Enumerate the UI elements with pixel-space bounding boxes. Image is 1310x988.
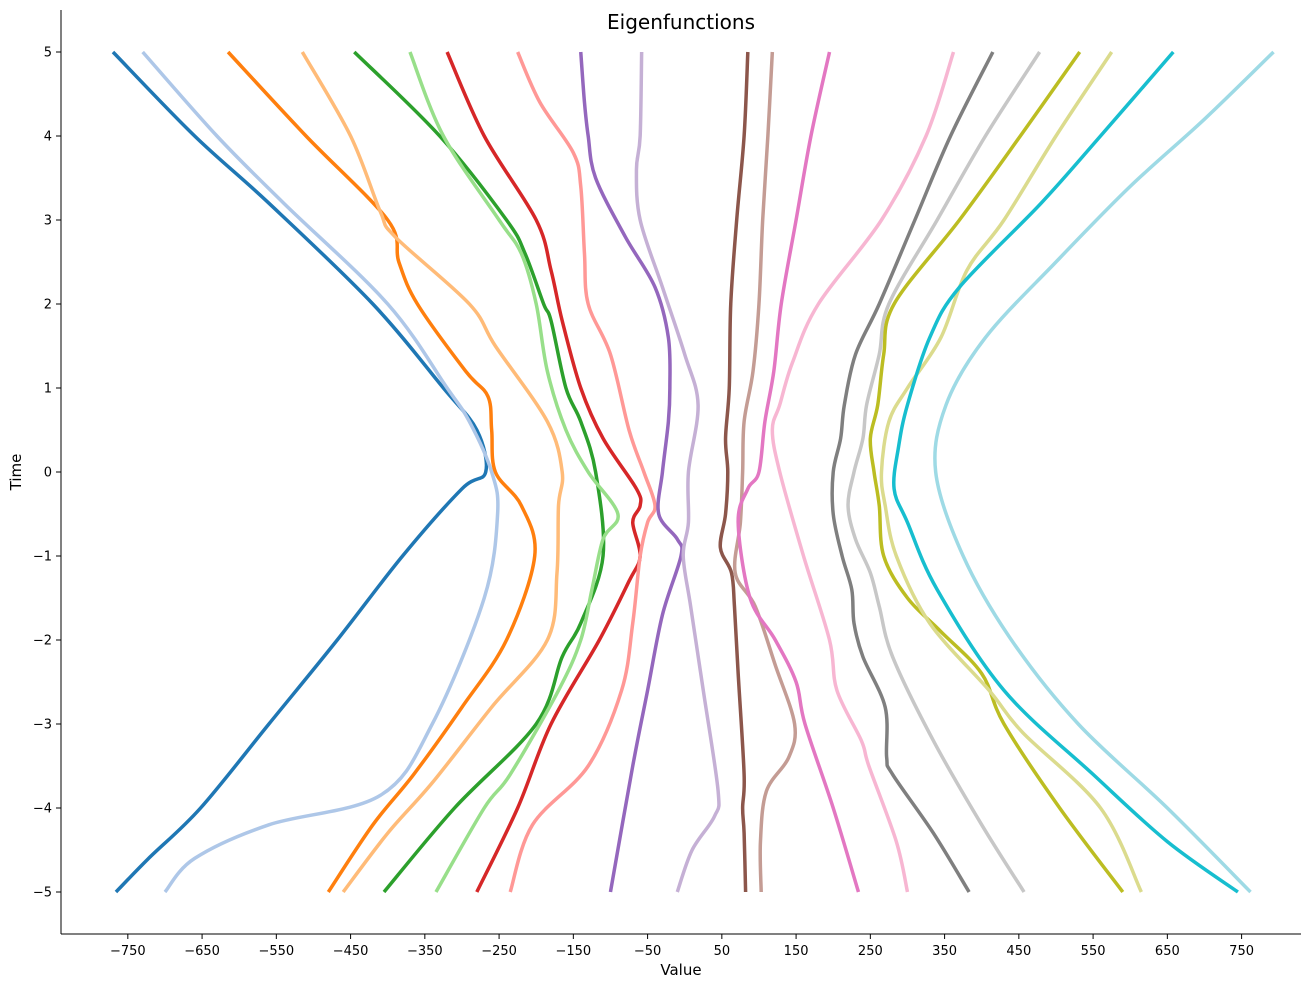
x-tick-label: −650 [184,944,220,959]
x-tick-label: −250 [481,944,517,959]
y-tick-label: −1 [33,550,52,565]
x-tick-label: −350 [407,944,443,959]
series-line-18 [879,51,1143,893]
x-ticks: −750 −650 −550 −450 −350 −250 −150 −50 50 150 250 3… [110,934,1254,959]
x-tick-label: 750 [1229,944,1254,959]
y-tick-label: 2 [44,298,52,313]
x-tick-label: 650 [1155,944,1180,959]
series-lines [111,50,1275,894]
y-tick-label: −3 [33,718,52,733]
series-line-3 [226,50,537,893]
x-tick-label: 250 [858,944,883,959]
y-tick-label: −2 [33,634,52,649]
x-tick-label: −50 [634,944,661,959]
series-line-14 [770,51,956,893]
x-axis-label: Value [660,961,701,979]
series-line-2 [141,50,500,894]
x-tick-label: 150 [784,944,809,959]
y-tick-label: −4 [33,802,52,817]
series-line-10 [634,51,721,893]
series-line-19 [892,50,1239,894]
y-tick-label: −5 [33,886,52,901]
series-line-13 [736,51,861,893]
series-line-11 [718,51,750,893]
y-tick-label: 0 [44,466,52,481]
x-tick-label: −150 [555,944,591,959]
y-ticks: −5 −4 −3 −2 −1 0 1 2 3 4 5 [33,46,61,901]
series-line-8 [508,51,657,893]
y-axis-label: Time [7,454,25,492]
series-line-7 [445,51,643,893]
chart-title: Eigenfunctions [607,10,755,34]
x-tick-label: 550 [1081,944,1106,959]
x-tick-label: 50 [714,944,731,959]
x-tick-label: 350 [932,944,957,959]
series-line-5 [353,50,606,894]
y-tick-label: 1 [44,382,52,397]
x-tick-label: −750 [110,944,146,959]
x-tick-label: −450 [333,944,369,959]
x-tick-label: 450 [1006,944,1031,959]
series-line-20 [933,50,1275,894]
series-line-4 [300,51,565,894]
series-line-9 [579,51,684,893]
series-line-16 [846,51,1042,893]
series-line-6 [408,51,620,893]
x-tick-label: −550 [258,944,294,959]
series-line-12 [732,51,798,893]
series-line-1 [111,50,489,894]
y-tick-label: 4 [44,130,52,145]
y-tick-label: 3 [44,214,52,229]
y-tick-label: 5 [44,46,52,61]
series-line-17 [868,50,1125,894]
series-line-15 [830,51,995,893]
